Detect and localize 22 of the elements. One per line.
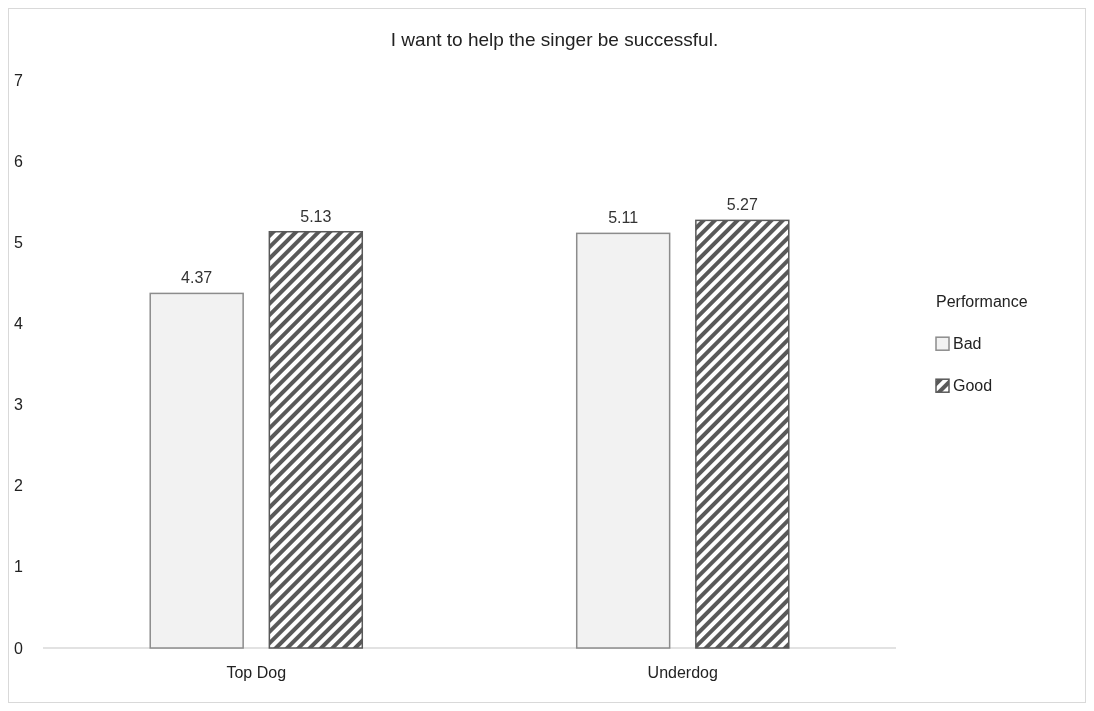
bar xyxy=(268,230,364,649)
y-tick-label: 0 xyxy=(14,639,24,657)
data-label: 5.11 xyxy=(608,209,639,227)
chart-title: I want to help the singer be successful. xyxy=(390,29,719,50)
y-tick-label: 5 xyxy=(14,233,24,251)
y-tick-label: 4 xyxy=(14,315,24,333)
legend-title: Performance xyxy=(936,293,1028,311)
x-tick-label: Top Dog xyxy=(226,664,287,681)
y-tick-label: 3 xyxy=(14,396,24,414)
y-tick-label: 6 xyxy=(14,152,24,170)
bar xyxy=(575,232,671,649)
data-label: 5.27 xyxy=(726,196,758,214)
y-tick-label: 2 xyxy=(14,477,24,495)
x-tick-label: Underdog xyxy=(647,664,718,681)
y-tick-label: 1 xyxy=(14,558,24,576)
bar xyxy=(695,219,790,649)
legend-label: Bad xyxy=(953,335,982,353)
legend-label: Good xyxy=(953,377,993,395)
data-label: 4.37 xyxy=(181,269,213,287)
bar xyxy=(149,292,244,649)
y-tick-label: 7 xyxy=(14,71,24,89)
data-label: 5.13 xyxy=(300,207,332,225)
